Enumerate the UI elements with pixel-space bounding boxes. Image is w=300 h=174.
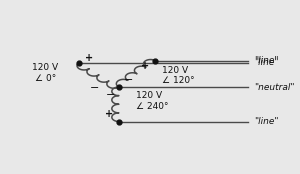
Text: 120 V
∠ 120°: 120 V ∠ 120°: [162, 66, 195, 85]
Text: 120 V
∠ 240°: 120 V ∠ 240°: [136, 91, 168, 110]
Text: −: −: [124, 76, 134, 85]
Text: "line": "line": [254, 56, 278, 65]
Text: −: −: [90, 83, 99, 93]
Text: "neutral": "neutral": [254, 82, 294, 92]
Text: 120 V
∠ 0°: 120 V ∠ 0°: [32, 63, 58, 83]
Text: +: +: [105, 109, 113, 119]
Text: −: −: [106, 90, 115, 100]
Text: "line": "line": [254, 117, 278, 126]
Text: +: +: [85, 53, 93, 63]
Text: +: +: [141, 61, 149, 71]
Text: "line": "line": [254, 58, 278, 67]
